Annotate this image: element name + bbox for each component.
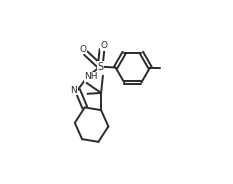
Text: S: S — [97, 62, 103, 72]
Text: O: O — [79, 45, 86, 54]
Text: O: O — [100, 41, 107, 50]
Text: NH: NH — [84, 72, 98, 81]
Text: N: N — [71, 86, 77, 95]
